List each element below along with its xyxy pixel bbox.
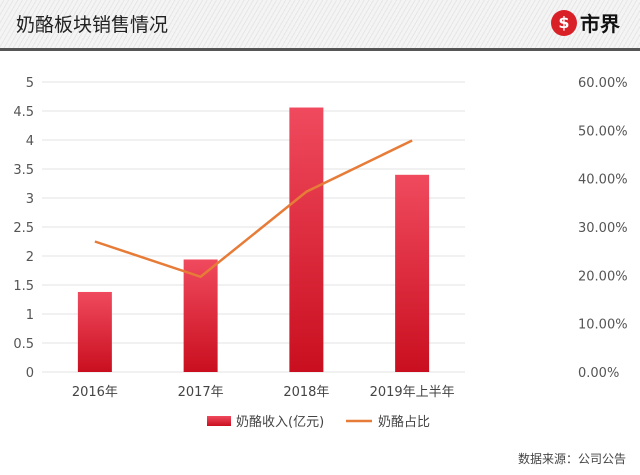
bar [77, 291, 112, 372]
bar [183, 259, 218, 372]
logo-text: 市界 [580, 12, 620, 36]
left-tick-label: 2.5 [13, 221, 34, 236]
left-tick-label: 5 [26, 76, 34, 91]
left-tick-label: 2 [26, 250, 34, 265]
right-tick-label: 10.00% [578, 318, 628, 333]
page-title: 奶酪板块销售情况 [16, 14, 169, 36]
logo-icon: $ [551, 9, 577, 36]
right-tick-label: 30.00% [578, 221, 628, 236]
right-tick-label: 20.00% [578, 269, 628, 284]
source-note: 数据来源：公司公告 [517, 452, 626, 466]
x-tick-label: 2016年 [72, 385, 118, 400]
left-tick-label: 4 [26, 134, 34, 149]
right-tick-label: 60.00% [578, 76, 628, 91]
logo: $ 市界 [551, 8, 620, 37]
line-series [94, 139, 413, 279]
right-tick-label: 50.00% [578, 124, 628, 139]
x-tick-label: 2018年 [283, 385, 329, 400]
left-tick-label: 0.5 [13, 337, 34, 352]
left-tick-label: 4.5 [13, 105, 34, 120]
bar [395, 174, 430, 372]
x-tick-label: 2017年 [178, 385, 224, 400]
bar [289, 107, 324, 373]
left-tick-label: 3.5 [13, 163, 34, 178]
legend-swatch-bar [207, 416, 231, 426]
left-tick-label: 1.5 [13, 279, 34, 294]
x-tick-label: 2019年上半年 [370, 385, 455, 400]
legend-label-bar: 奶酪收入(亿元) [236, 414, 324, 430]
left-tick-label: 0 [26, 366, 34, 381]
left-tick-label: 3 [26, 192, 34, 207]
right-tick-label: 0.00% [578, 366, 619, 381]
right-tick-label: 40.00% [578, 173, 628, 188]
header: 奶酪板块销售情况 $ 市界 [0, 0, 640, 51]
left-tick-label: 1 [26, 308, 34, 323]
legend-label-line: 奶酪占比 [378, 414, 430, 430]
